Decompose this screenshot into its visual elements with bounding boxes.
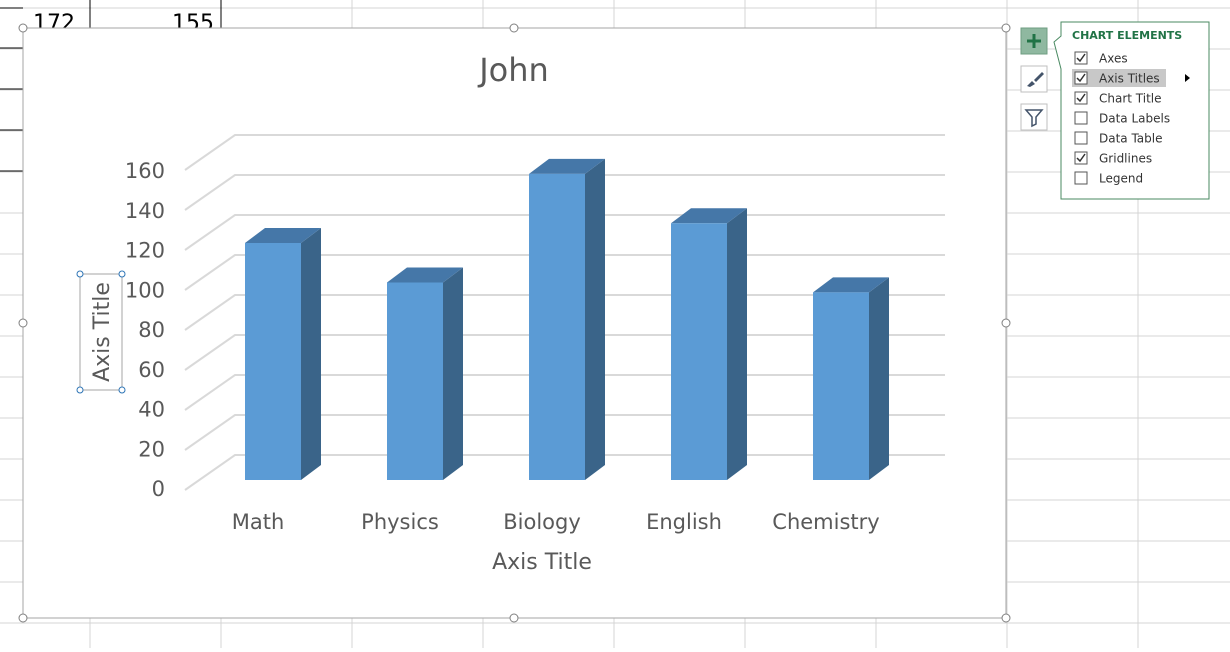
checkbox[interactable] [1074, 91, 1088, 105]
y-tick-label: 120 [125, 239, 165, 263]
resize-handle[interactable] [118, 270, 126, 278]
y-tick-label: 100 [125, 278, 165, 302]
checkmark [1076, 93, 1086, 103]
resize-handle[interactable] [509, 613, 519, 623]
y-tick-label: 0 [152, 477, 165, 501]
chart-elements-panel [1053, 21, 1210, 200]
panel-item-label[interactable]: Data Table [1099, 132, 1163, 146]
resize-handle[interactable] [118, 386, 126, 394]
resize-handle[interactable] [18, 613, 28, 623]
grid-line [184, 134, 945, 171]
checkbox[interactable] [1074, 131, 1088, 145]
x-axis-title[interactable]: Axis Title [492, 550, 592, 575]
panel-item-label[interactable]: Axes [1099, 52, 1128, 66]
panel-item-label[interactable]: Data Labels [1099, 112, 1170, 126]
checkmark [1076, 153, 1086, 163]
handles [18, 23, 1011, 623]
hover-highlight [1072, 69, 1166, 87]
bar-side [301, 228, 321, 480]
resize-handle[interactable] [1001, 23, 1011, 33]
resize-handle[interactable] [18, 23, 28, 33]
checkmark [1076, 53, 1086, 63]
resize-handle[interactable] [509, 23, 519, 33]
panel-item-label[interactable]: Axis Titles [1099, 72, 1160, 86]
bar[interactable] [387, 282, 443, 481]
bar-top [813, 277, 889, 293]
chart-title[interactable]: John [477, 51, 549, 89]
checkbox[interactable] [1074, 71, 1088, 85]
panel-items: Axes Axis Titles Chart Title Data Labels Dat… [1072, 51, 1190, 186]
bar-top [671, 208, 747, 224]
filter-icon [1024, 109, 1044, 128]
checkmark [1076, 73, 1086, 83]
y-tick-label: 40 [138, 398, 165, 422]
y-tick-label: 160 [125, 159, 165, 183]
grid-line [184, 174, 945, 211]
x-tick-label: Physics [361, 510, 439, 534]
bar[interactable] [529, 173, 585, 480]
filter-button[interactable] [1020, 103, 1048, 131]
resize-handle[interactable] [1001, 318, 1011, 328]
panel-item-label[interactable]: Chart Title [1099, 92, 1162, 106]
style-button[interactable] [1020, 65, 1048, 93]
bar-top [529, 158, 605, 174]
bar-top [245, 228, 321, 243]
y-tick-label: 20 [138, 437, 165, 461]
bar[interactable] [245, 243, 301, 480]
bar[interactable] [671, 223, 727, 480]
y-axis-title[interactable]: Axis Title [90, 282, 115, 382]
bar[interactable] [813, 292, 869, 480]
panel-item-label[interactable]: Legend [1099, 172, 1143, 186]
x-tick-label: Math [232, 510, 285, 534]
checkbox[interactable] [1074, 151, 1088, 165]
checkbox[interactable] [1074, 171, 1088, 185]
checkbox[interactable] [1074, 111, 1088, 125]
y-tick-label: 60 [138, 358, 165, 382]
resize-handle[interactable] [18, 318, 28, 328]
plus-icon [1027, 34, 1041, 48]
x-tick-label: English [646, 510, 722, 534]
resize-handle[interactable] [76, 270, 84, 278]
bar-side [443, 267, 463, 480]
panel-title: CHART ELEMENTS [1072, 29, 1182, 42]
resize-handle[interactable] [1001, 613, 1011, 623]
checkbox[interactable] [1074, 51, 1088, 65]
bar-side [727, 208, 747, 480]
bar-side [585, 158, 605, 480]
panel-item-label[interactable]: Gridlines [1099, 152, 1152, 166]
y-tick-label: 80 [138, 318, 165, 342]
bar-top [387, 267, 463, 283]
x-tick-label: Biology [503, 510, 581, 534]
x-tick-label: Chemistry [772, 510, 879, 534]
bar-side [869, 277, 889, 480]
brush-icon [1027, 72, 1044, 87]
resize-handle[interactable] [76, 386, 84, 394]
submenu-arrow [1185, 74, 1190, 82]
selection-box [79, 273, 123, 391]
chart: 0 20 40 60 80 100 120 140 160 Math Physics Biology E… [125, 134, 945, 534]
y-tick-label: 140 [125, 199, 165, 223]
